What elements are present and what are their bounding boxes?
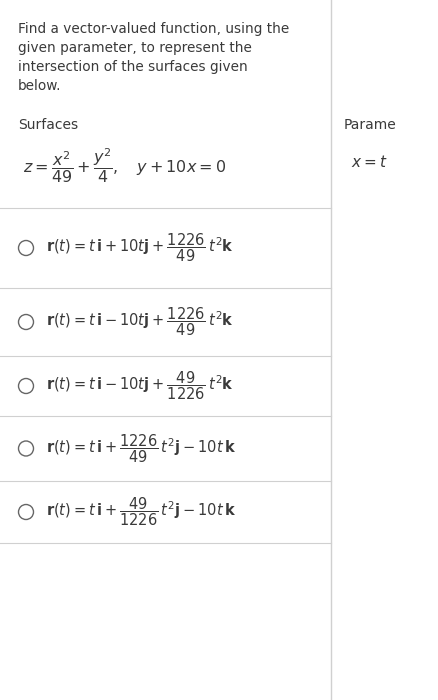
Text: Surfaces: Surfaces <box>18 118 78 132</box>
Text: given parameter, to represent the: given parameter, to represent the <box>18 41 251 55</box>
Text: $\mathbf{r}(t) = t\,\mathbf{i} -10t\mathbf{j} +\dfrac{49}{1226}\,t^2\mathbf{k}$: $\mathbf{r}(t) = t\,\mathbf{i} -10t\math… <box>46 370 233 402</box>
Text: $\mathbf{r}(t) = t\,\mathbf{i} +\dfrac{1226}{49}\,t^2\mathbf{j} -10t\,\mathbf{k}: $\mathbf{r}(t) = t\,\mathbf{i} +\dfrac{1… <box>46 432 236 465</box>
Text: $\mathbf{r}(t) = t\,\mathbf{i} +\dfrac{49}{1226}\,t^2\mathbf{j} -10t\,\mathbf{k}: $\mathbf{r}(t) = t\,\mathbf{i} +\dfrac{4… <box>46 496 236 528</box>
Text: $\mathbf{r}(t) = t\,\mathbf{i} -10t\mathbf{j} +\dfrac{1226}{49}\,t^2\mathbf{k}$: $\mathbf{r}(t) = t\,\mathbf{i} -10t\math… <box>46 306 233 338</box>
Text: intersection of the surfaces given: intersection of the surfaces given <box>18 60 247 74</box>
Text: Parame: Parame <box>343 118 395 132</box>
Text: below.: below. <box>18 79 61 93</box>
Text: $x = t$: $x = t$ <box>351 154 387 170</box>
Text: $z = \dfrac{x^2}{49} + \dfrac{y^2}{4},\quad y + 10x = 0$: $z = \dfrac{x^2}{49} + \dfrac{y^2}{4},\q… <box>23 146 226 185</box>
Text: $\mathbf{r}(t) = t\,\mathbf{i} +10t\mathbf{j} +\dfrac{1226}{49}\,t^2\mathbf{k}$: $\mathbf{r}(t) = t\,\mathbf{i} +10t\math… <box>46 232 233 265</box>
Text: Find a vector-valued function, using the: Find a vector-valued function, using the <box>18 22 289 36</box>
